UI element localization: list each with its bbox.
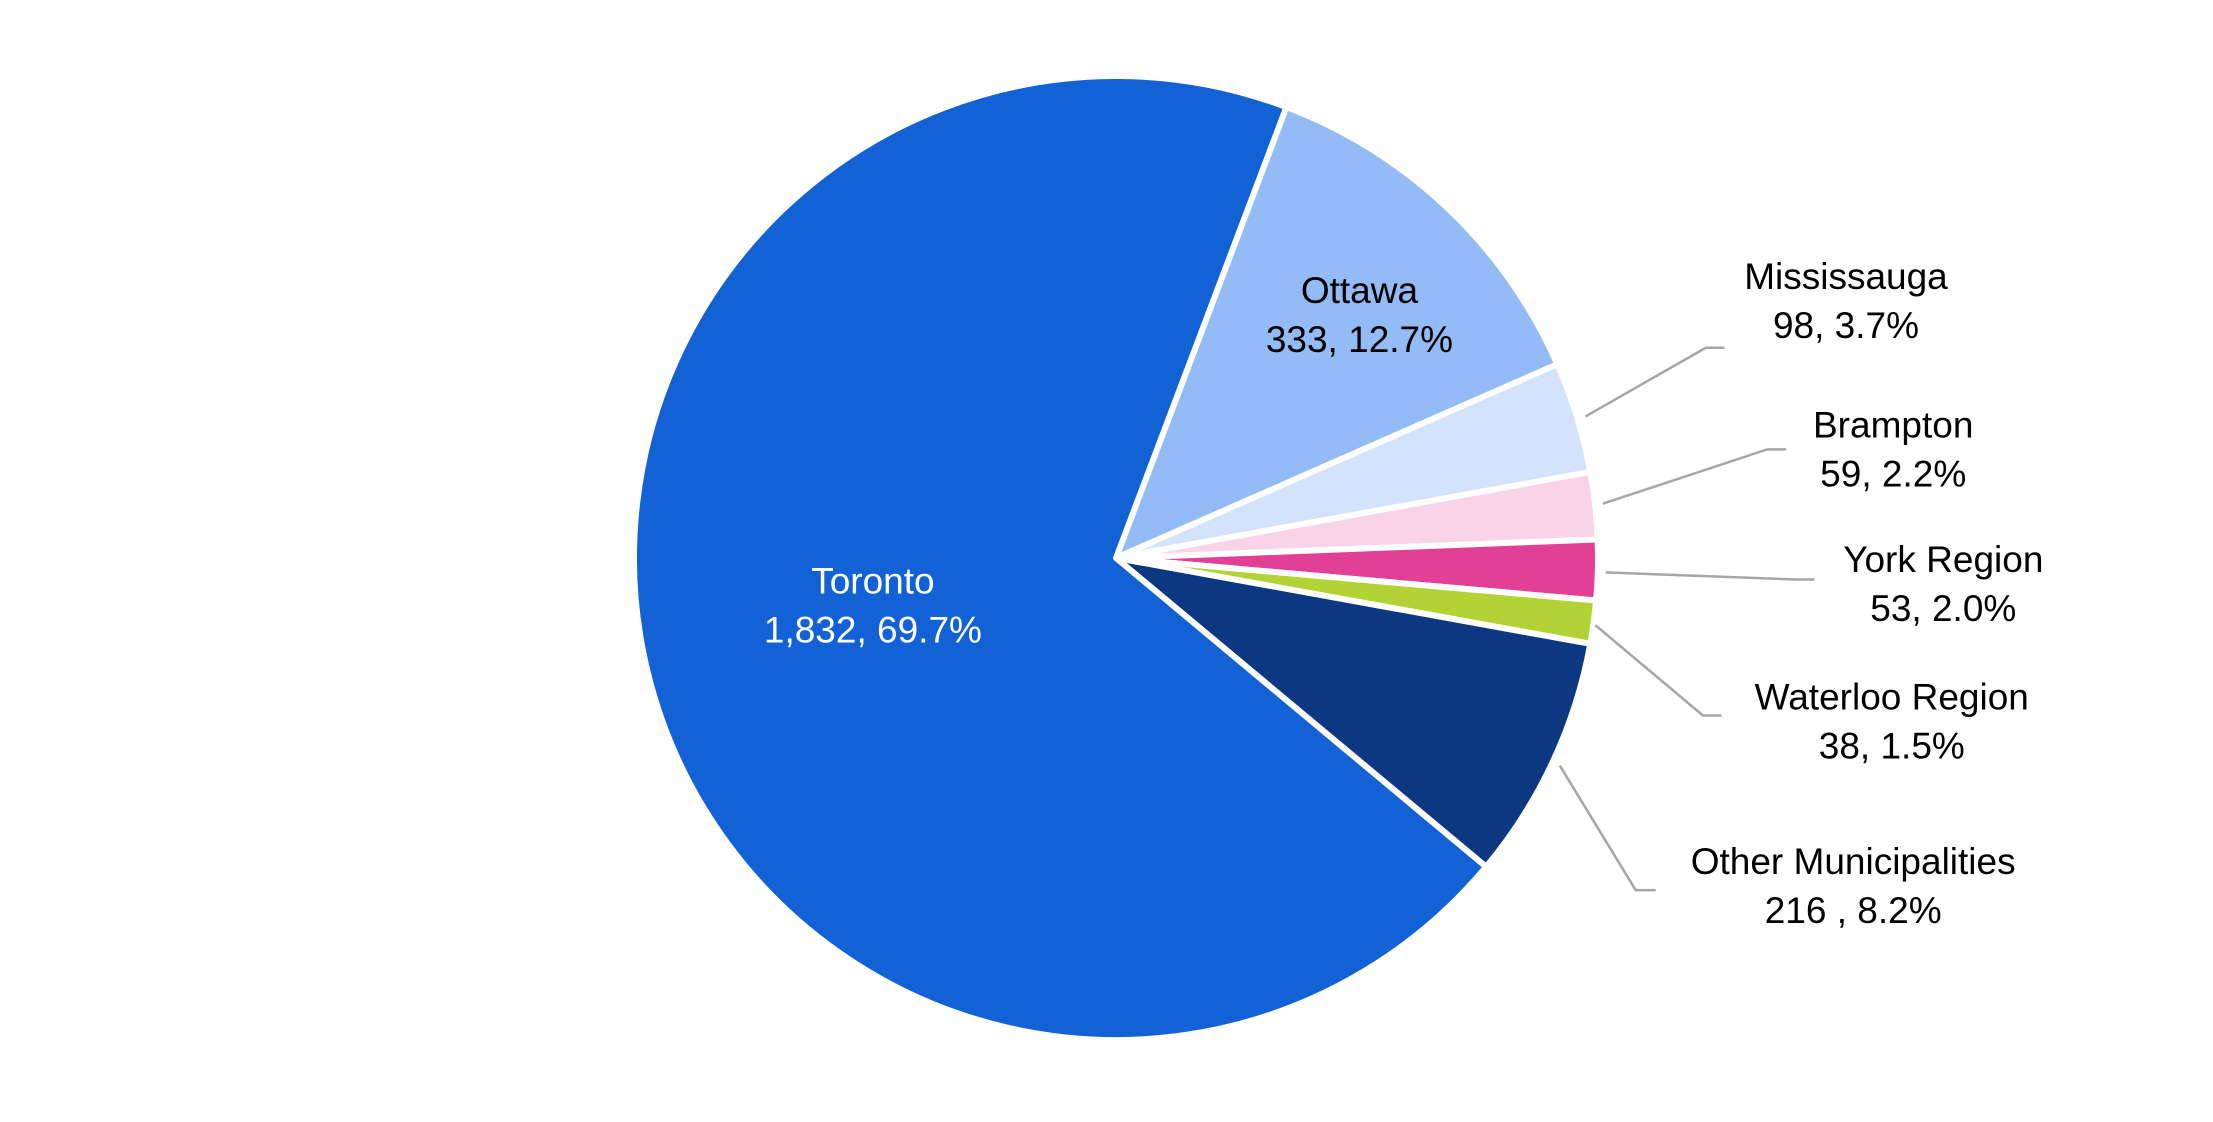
value-label: 53, 2.0% bbox=[1870, 588, 2016, 629]
pie-slice bbox=[1113, 104, 1561, 561]
slice-label: Ottawa bbox=[1301, 270, 1419, 311]
pie-slice bbox=[631, 73, 1490, 1043]
slice-label: Mississauga bbox=[1744, 256, 1948, 297]
leader-line bbox=[1605, 571, 1815, 581]
value-label: 38, 1.5% bbox=[1819, 726, 1965, 767]
value-label: 333, 12.7% bbox=[1266, 319, 1453, 360]
slice-label: Waterloo Region bbox=[1755, 677, 2029, 718]
leader-line bbox=[1594, 624, 1722, 717]
slice-label: York Region bbox=[1843, 539, 2043, 580]
value-label: 1,832, 69.7% bbox=[764, 610, 982, 651]
slice-label: Toronto bbox=[811, 561, 934, 602]
leader-line bbox=[1602, 448, 1786, 505]
slice-label: Other Municipalities bbox=[1691, 841, 2016, 882]
value-label: 59, 2.2% bbox=[1820, 454, 1966, 495]
leader-line bbox=[1584, 346, 1725, 418]
value-label: 216 , 8.2% bbox=[1765, 890, 1942, 931]
pie-slice bbox=[1113, 555, 1594, 870]
value-label: 98, 3.7% bbox=[1773, 305, 1919, 346]
slice-label: Brampton bbox=[1813, 405, 1973, 446]
leader-line bbox=[1558, 764, 1656, 892]
